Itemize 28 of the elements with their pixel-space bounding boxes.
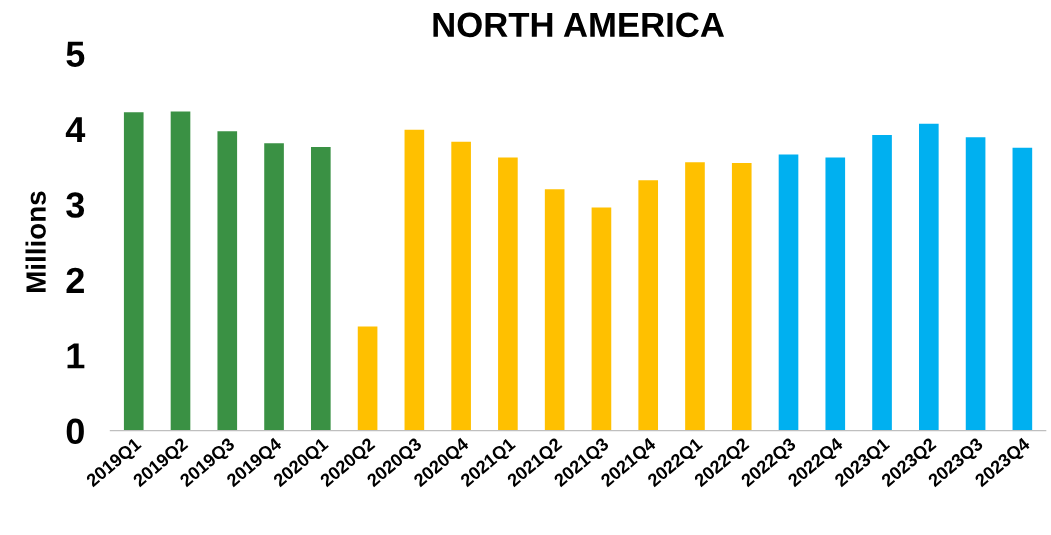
bar (638, 180, 659, 431)
y-tick-label: 3 (66, 192, 85, 218)
y-tick-label: 4 (65, 117, 86, 143)
y-tick-label: 1 (67, 343, 85, 369)
y-axis-title: Millions (25, 191, 46, 292)
bar (217, 131, 238, 431)
bar (451, 141, 471, 431)
bar (544, 189, 565, 431)
bar (123, 112, 144, 431)
bar (170, 111, 191, 431)
bar (778, 154, 799, 431)
bar (685, 162, 705, 431)
y-tick-label: 5 (66, 41, 85, 67)
bar (825, 157, 846, 431)
y-tick-label: 2 (66, 267, 84, 293)
bar (965, 137, 986, 431)
chart-title: NORTH AMERICA (433, 12, 725, 38)
bar (264, 143, 284, 431)
bar (498, 157, 518, 431)
y-tick-label: 0 (66, 418, 84, 445)
bar (731, 162, 752, 431)
bar (357, 326, 378, 431)
bar (311, 147, 331, 431)
bar (919, 123, 939, 431)
bar (872, 134, 892, 431)
bar (1012, 147, 1033, 431)
bar (404, 129, 425, 431)
bar (591, 207, 612, 431)
